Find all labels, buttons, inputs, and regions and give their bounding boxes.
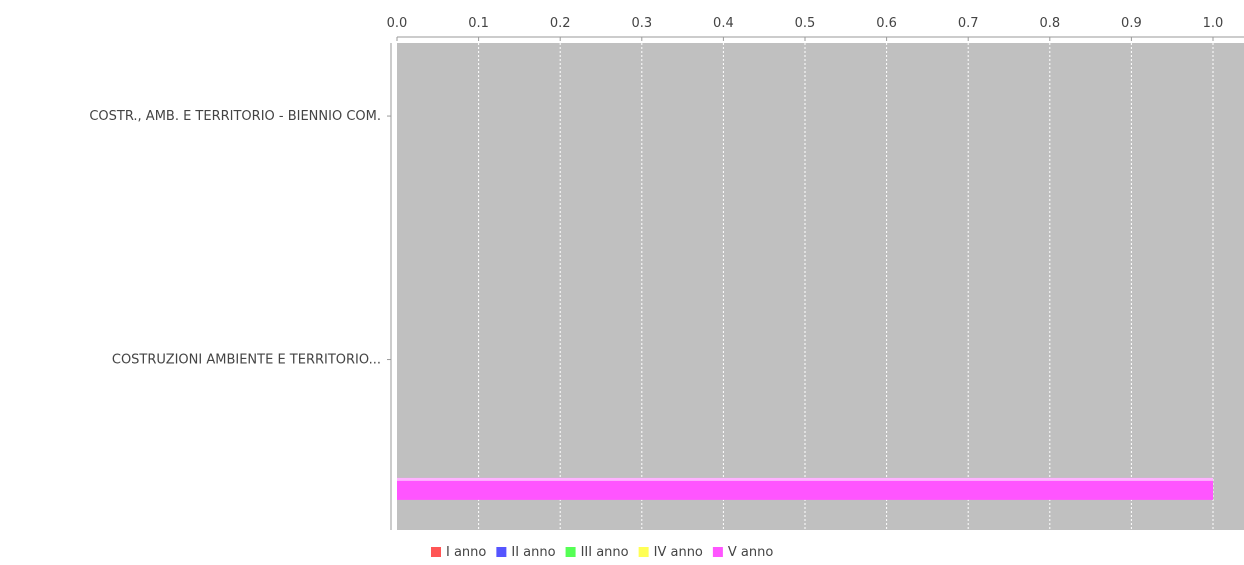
x-tick-label: 0.5	[795, 16, 816, 31]
legend-label: II anno	[511, 545, 555, 560]
category-label: COSTR., AMB. E TERRITORIO - BIENNIO COM.	[89, 109, 381, 124]
x-tick-label: 0.8	[1039, 16, 1060, 31]
x-tick-label: 0.4	[713, 16, 734, 31]
legend-swatch	[431, 547, 441, 557]
x-tick-label: 0.9	[1121, 16, 1142, 31]
x-tick-label: 1.0	[1203, 16, 1224, 31]
legend-label: V anno	[728, 545, 773, 560]
legend-swatch	[638, 547, 649, 557]
y-axis-categories: COSTR., AMB. E TERRITORIO - BIENNIO COM.…	[89, 109, 391, 368]
legend-label: IV anno	[654, 545, 703, 560]
legend-swatch	[565, 547, 576, 557]
x-tick-label: 0.6	[876, 16, 897, 31]
grid-lines	[478, 43, 1214, 530]
legend-swatch	[712, 547, 723, 557]
bar-highlight	[397, 477, 1213, 481]
bars	[397, 477, 1213, 500]
bar	[397, 477, 1213, 500]
x-tick-label: 0.0	[387, 16, 408, 31]
plot-area	[397, 43, 1244, 530]
x-tick-label: 0.2	[550, 16, 571, 31]
legend: I anno II anno III anno IV anno V anno	[431, 545, 773, 560]
x-tick-label: 0.3	[631, 16, 652, 31]
category-label: COSTRUZIONI AMBIENTE E TERRITORIO...	[112, 353, 381, 368]
x-tick-label: 0.1	[468, 16, 489, 31]
legend-swatch	[496, 547, 507, 557]
x-tick-label: 0.7	[958, 16, 979, 31]
legend-label: III anno	[581, 545, 629, 560]
legend-label: I anno	[446, 545, 486, 560]
x-axis-ticks: 0.0 0.1 0.2 0.3 0.4 0.5 0.6 0.7 0.8 0.9 1.0	[387, 16, 1224, 41]
